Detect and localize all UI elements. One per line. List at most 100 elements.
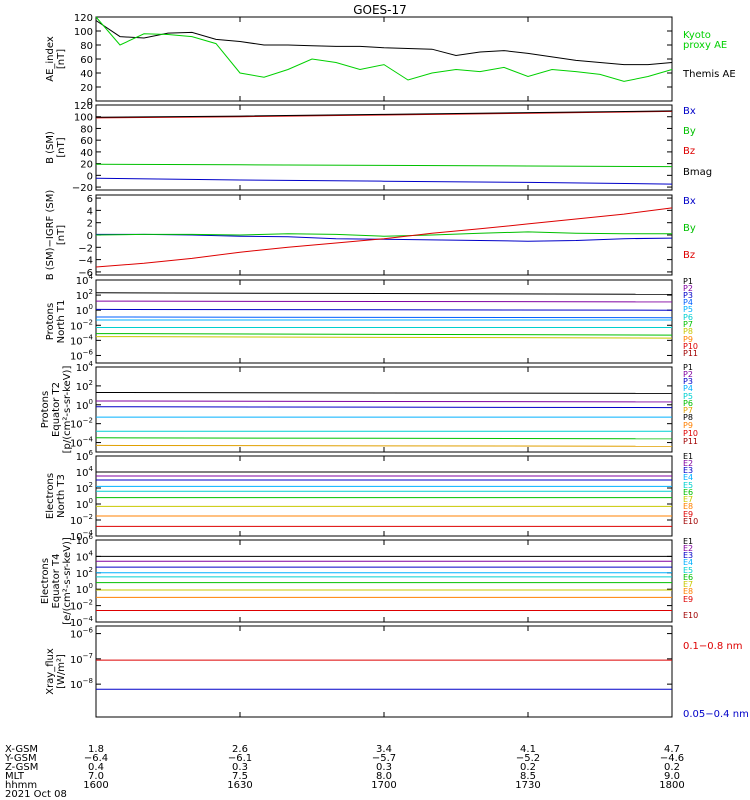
y-tick-label: 102 <box>76 379 93 393</box>
legend-entry: P2 <box>683 284 693 293</box>
legend-entry: P7 <box>683 406 693 415</box>
y-tick-label: 20 <box>80 160 93 171</box>
legend-entry: P9 <box>683 421 693 430</box>
y-tick-label: 100 <box>74 113 93 124</box>
series-line <box>95 292 673 295</box>
x-axis-row-label: X-GSM <box>5 744 38 755</box>
x-axis-value: 0.3 <box>376 762 392 773</box>
y-axis-label: Electrons <box>45 473 56 519</box>
legend-entry: E8 <box>683 587 693 596</box>
series-line <box>95 444 673 447</box>
legend-entry: E6 <box>683 573 693 582</box>
y-tick-label: 100 <box>76 303 93 317</box>
series-line <box>96 233 673 242</box>
panel-5: 104 102 100 10−2 10−4 Protons Equator T2 [p/(cm… <box>40 360 698 453</box>
legend-entry: P9 <box>683 335 693 344</box>
y-tick-label: 10−2 <box>70 513 93 527</box>
y-tick-label: 10−6 <box>70 627 94 641</box>
panel-frame <box>95 16 673 102</box>
series-line <box>95 316 673 319</box>
series-line <box>95 300 673 303</box>
legend-entry: P5 <box>683 305 693 314</box>
y-tick-label: 4 <box>87 206 93 217</box>
y-tick-label: 100 <box>74 27 93 38</box>
panel-frame <box>95 539 673 623</box>
legend-entry: E6 <box>683 488 693 497</box>
y-axis-label: [W/m²] <box>56 654 67 689</box>
x-axis-value: 8.0 <box>376 771 392 782</box>
y-tick-label: −2 <box>78 243 93 254</box>
legend-entry: Bmag <box>683 167 712 178</box>
legend-entry: 0.1−0.8 nm <box>683 641 742 652</box>
legend-entry: Bx <box>683 196 696 207</box>
y-axis-label: AE_index <box>45 36 56 82</box>
y-tick-label: 104 <box>76 360 94 374</box>
legend-entry: P4 <box>683 384 693 393</box>
legend-entry: P1 <box>683 363 693 372</box>
x-axis-value: 9.0 <box>664 771 680 782</box>
x-axis-value: 1630 <box>227 780 252 791</box>
x-axis-row-label: hhmm <box>5 780 37 791</box>
y-tick-label: 0 <box>87 231 93 242</box>
series-line <box>95 308 673 311</box>
x-axis-value: 0.2 <box>520 762 536 773</box>
legend-entry: E5 <box>683 481 693 490</box>
legend-entry: Themis AE <box>682 69 736 80</box>
legend-entry: E1 <box>683 452 693 461</box>
series-line <box>95 163 673 168</box>
date-label: 2021 Oct 08 <box>5 789 67 800</box>
legend-entry: E9 <box>683 595 693 604</box>
y-tick-label: 102 <box>76 566 93 580</box>
x-axis-value: −4.6 <box>660 753 684 764</box>
x-axis-value: −6.4 <box>84 753 108 764</box>
y-tick-label: 60 <box>80 55 93 66</box>
legend-entry: P6 <box>683 399 693 408</box>
legend-entry: E7 <box>683 580 693 589</box>
y-tick-label: 40 <box>80 69 93 80</box>
legend-entry: P6 <box>683 313 693 322</box>
y-axis-label: Equator T4 <box>51 554 62 609</box>
y-axis-label: Protons <box>40 391 51 428</box>
legend-entry: By <box>683 223 696 234</box>
y-tick-label: 102 <box>76 481 93 495</box>
series-line <box>95 110 673 118</box>
y-tick-label: −6 <box>78 268 93 279</box>
panel-8: 10−8 10−7 10−6 Xray_flux [W/m²] 0.1−0.8 nm 0.0… <box>45 625 749 720</box>
series-line <box>95 336 673 339</box>
y-axis-label: North T3 <box>56 474 67 518</box>
y-tick-label: 120 <box>74 13 93 24</box>
legend-entry: Bx <box>683 106 696 117</box>
panel-frame <box>95 366 673 453</box>
x-axis-value: 1700 <box>371 780 396 791</box>
legend-entry: E7 <box>683 495 693 504</box>
legend-entry: E4 <box>683 558 693 567</box>
series-line <box>95 400 673 403</box>
y-tick-label: 100 <box>76 398 93 412</box>
series-line <box>95 207 673 268</box>
legend-entry: P10 <box>683 342 698 351</box>
y-tick-label: 106 <box>76 449 94 463</box>
series-line <box>95 110 673 119</box>
legend-entry: E3 <box>683 551 693 560</box>
y-tick-label: 120 <box>74 101 93 112</box>
series-line <box>95 406 673 409</box>
panel-frame <box>95 625 673 718</box>
x-axis-value: 0.2 <box>664 762 680 773</box>
legend-entry: E10 <box>683 517 698 526</box>
series-line <box>95 437 673 440</box>
legend-entry: 0.05−0.4 nm <box>683 709 749 720</box>
series-line <box>95 392 673 394</box>
x-axis-value: 1800 <box>659 780 684 791</box>
legend-entry: E10 <box>683 611 698 620</box>
legend-entry: Bz <box>683 146 695 157</box>
x-axis-row-label: Z-GSM <box>5 762 38 773</box>
x-axis-value: 1600 <box>83 780 108 791</box>
series-line <box>95 177 673 185</box>
y-tick-label: 102 <box>76 288 93 302</box>
y-tick-label: 10−8 <box>70 677 93 691</box>
y-tick-label: 60 <box>80 136 93 147</box>
x-axis-value: −5.2 <box>516 753 540 764</box>
x-axis-value: 1.8 <box>88 744 104 755</box>
